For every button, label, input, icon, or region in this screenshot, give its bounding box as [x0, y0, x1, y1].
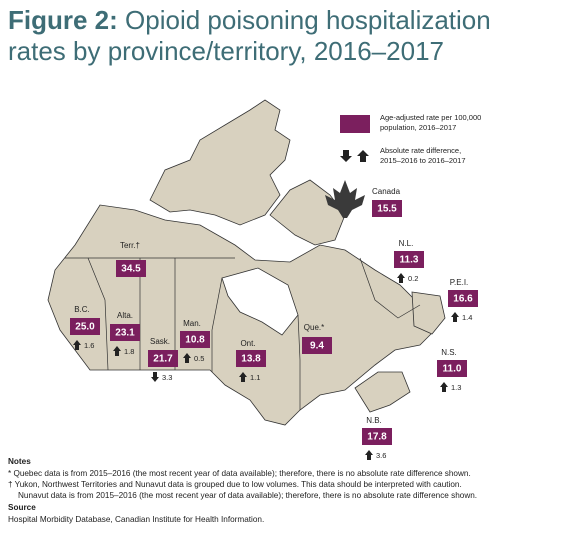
rate-box: [236, 350, 266, 367]
region-name: Sask.: [150, 337, 170, 346]
border: [297, 314, 301, 410]
hudson-bay: [221, 267, 299, 336]
rate-box: [110, 324, 140, 341]
difference-arrow: [113, 346, 121, 356]
legend-text: 2015–2016 to 2016–2017: [380, 156, 466, 165]
region-name: Man.: [183, 319, 201, 328]
difference-arrow: [451, 312, 459, 322]
region-name: Terr.†: [120, 241, 140, 250]
legend-arrow-down: [340, 150, 352, 162]
difference-value: 1.1: [250, 373, 260, 382]
legend-arrow-up: [357, 150, 369, 162]
rate-box: [70, 318, 100, 335]
rate-value: 21.7: [153, 354, 173, 365]
rate-value: 34.5: [121, 264, 141, 275]
difference-arrow: [365, 450, 373, 460]
difference-value: 1.6: [84, 341, 94, 350]
maple-leaf: [325, 180, 365, 218]
rate-box: [437, 360, 467, 377]
rate-value: 11.0: [443, 364, 462, 375]
note: * Quebec data is from 2015–2016 (the mos…: [8, 469, 471, 478]
difference-value: 3.6: [376, 451, 386, 460]
region-name: B.C.: [74, 305, 90, 314]
region-name: N.L.: [399, 239, 414, 248]
rate-value: 23.1: [115, 328, 135, 339]
border: [211, 277, 223, 372]
difference-arrow: [440, 382, 448, 392]
rate-box: [116, 260, 146, 277]
region-name: Alta.: [117, 311, 133, 320]
rate-value: 16.6: [453, 294, 473, 305]
rate-value: 25.0: [75, 322, 95, 333]
note: Nunavut data is from 2015–2016 (the most…: [18, 491, 477, 500]
difference-arrow: [73, 340, 81, 350]
source-heading: Source: [8, 503, 36, 512]
rate-value: 10.8: [185, 335, 205, 346]
region-name: P.E.I.: [450, 278, 469, 287]
region-name: Ont.: [240, 339, 255, 348]
rate-box: [180, 331, 210, 348]
title-line: rates by province/territory, 2016–2017: [8, 36, 444, 66]
newfoundland: [411, 291, 446, 335]
notes-heading: Notes: [8, 457, 31, 466]
rate-box: [448, 290, 478, 307]
rate-value: 13.8: [241, 354, 261, 365]
rate-box: [372, 200, 402, 217]
border: [359, 257, 421, 319]
title-line: Opioid poisoning hospitalization: [125, 5, 491, 35]
border: [87, 257, 109, 371]
legend-swatch: [340, 115, 370, 133]
rate-value: 9.4: [310, 341, 324, 352]
rate-box: [394, 251, 424, 268]
difference-value: 3.3: [162, 373, 172, 382]
difference-arrow: [239, 372, 247, 382]
regions: Terr.† 34.5 B.C. 25.0 1.6 Alta. 23.1 1.8 Sask. 21…: [70, 239, 478, 460]
difference-value: 1.3: [451, 383, 461, 392]
maritimes: [354, 371, 411, 413]
difference-value: 1.4: [462, 313, 472, 322]
difference-value: 0.5: [194, 354, 204, 363]
difference-arrow: [183, 353, 191, 363]
rate-box: [362, 428, 392, 445]
region-name: N.B.: [366, 416, 382, 425]
rate-value: 11.3: [400, 255, 419, 266]
arctic-islands: [149, 99, 291, 226]
legend-text: population, 2016–2017: [380, 123, 456, 132]
title: Figure 2: Opioid poisoning hospitalizati…: [8, 5, 491, 35]
notes: Notes * Quebec data is from 2015–2016 (t…: [8, 457, 477, 524]
source: Hospital Morbidity Database, Canadian In…: [8, 515, 264, 524]
region-name: N.S.: [441, 348, 457, 357]
difference-arrow: [397, 273, 405, 283]
rate-box: [302, 337, 332, 354]
legend-text: Absolute rate difference,: [380, 146, 461, 155]
difference-value: 1.8: [124, 347, 134, 356]
legend-text: Age-adjusted rate per 100,000: [380, 113, 481, 122]
difference-value: 0.2: [408, 274, 418, 283]
region-name: Canada: [372, 187, 401, 196]
rate-value: 15.5: [377, 204, 397, 215]
region-name: Que.*: [304, 323, 324, 332]
figure-label: Figure 2:: [8, 5, 118, 35]
rate-box: [148, 350, 178, 367]
rate-value: 17.8: [367, 432, 387, 443]
note: † Yukon, Northwest Territories and Nunav…: [8, 480, 462, 489]
difference-arrow: [151, 372, 159, 382]
